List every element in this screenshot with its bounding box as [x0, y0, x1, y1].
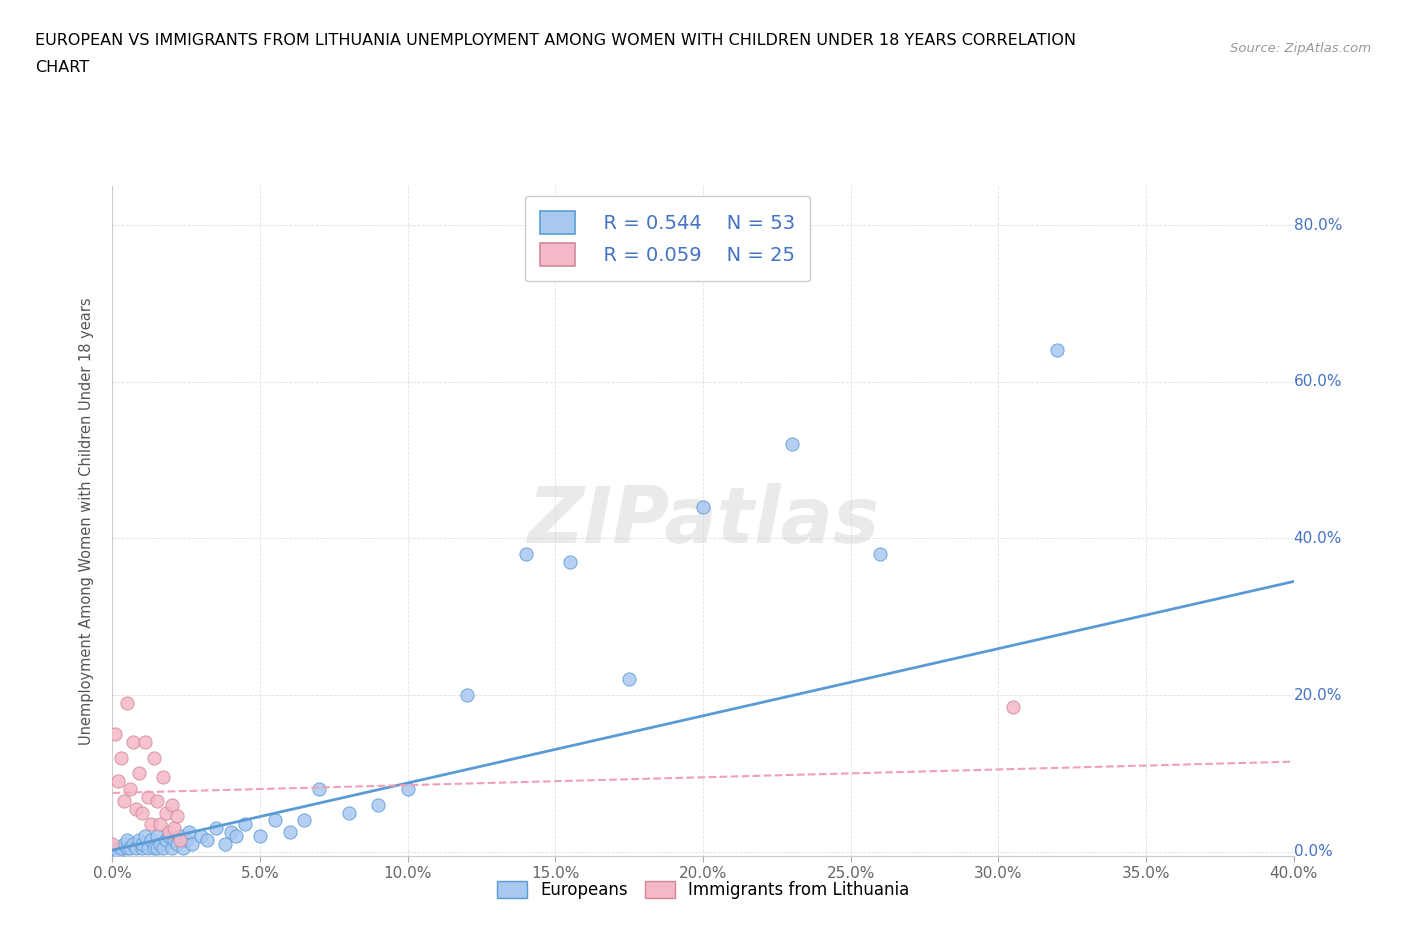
Point	[225, 829, 247, 844]
Point	[278, 825, 301, 840]
Point	[214, 836, 236, 851]
Point	[134, 829, 156, 844]
Point	[142, 841, 165, 856]
Point	[869, 547, 891, 562]
Point	[120, 841, 142, 856]
Point	[101, 836, 124, 851]
Point	[179, 825, 201, 840]
Point	[128, 832, 150, 847]
Point	[195, 832, 218, 847]
Point	[157, 829, 180, 844]
Point	[515, 547, 537, 562]
Text: 80.0%: 80.0%	[1294, 218, 1341, 232]
Point	[174, 832, 197, 847]
Point	[110, 841, 132, 856]
Text: 0.0%: 0.0%	[1294, 844, 1333, 859]
Point	[157, 825, 180, 840]
Point	[308, 781, 330, 796]
Text: 20.0%: 20.0%	[1294, 687, 1341, 702]
Point	[139, 832, 162, 847]
Text: ZIPatlas: ZIPatlas	[527, 483, 879, 559]
Point	[181, 836, 204, 851]
Point	[367, 797, 389, 812]
Point	[219, 825, 242, 840]
Point	[146, 793, 169, 808]
Point	[142, 751, 165, 765]
Point	[160, 841, 183, 856]
Point	[128, 766, 150, 781]
Point	[117, 832, 138, 847]
Point	[1001, 699, 1024, 714]
Point	[264, 813, 287, 828]
Text: 40.0%: 40.0%	[1294, 531, 1341, 546]
Point	[155, 805, 177, 820]
Point	[122, 836, 145, 851]
Point	[149, 817, 172, 831]
Point	[117, 696, 138, 711]
Point	[619, 672, 641, 687]
Point	[558, 554, 582, 569]
Point	[155, 832, 177, 847]
Point	[101, 841, 124, 856]
Point	[292, 813, 315, 828]
Point	[125, 841, 148, 856]
Point	[233, 817, 256, 831]
Point	[396, 781, 419, 796]
Point	[110, 751, 132, 765]
Point	[146, 829, 169, 844]
Y-axis label: Unemployment Among Women with Children Under 18 years: Unemployment Among Women with Children U…	[79, 297, 94, 745]
Point	[125, 801, 148, 816]
Point	[136, 841, 159, 856]
Point	[131, 841, 153, 856]
Point	[190, 829, 212, 844]
Point	[131, 836, 153, 851]
Point	[337, 805, 360, 820]
Point	[166, 809, 188, 824]
Point	[136, 790, 159, 804]
Point	[152, 841, 174, 856]
Point	[131, 805, 153, 820]
Point	[112, 836, 135, 851]
Point	[163, 832, 186, 847]
Point	[104, 726, 127, 741]
Point	[166, 836, 188, 851]
Text: EUROPEAN VS IMMIGRANTS FROM LITHUANIA UNEMPLOYMENT AMONG WOMEN WITH CHILDREN UND: EUROPEAN VS IMMIGRANTS FROM LITHUANIA UN…	[35, 33, 1076, 47]
Point	[456, 687, 478, 702]
Text: 60.0%: 60.0%	[1294, 374, 1341, 390]
Point	[169, 832, 191, 847]
Point	[1046, 343, 1069, 358]
Point	[692, 499, 714, 514]
Point	[780, 437, 803, 452]
Point	[160, 797, 183, 812]
Point	[117, 841, 138, 856]
Legend:   R = 0.544    N = 53,   R = 0.059    N = 25: R = 0.544 N = 53, R = 0.059 N = 25	[524, 195, 810, 282]
Point	[112, 793, 135, 808]
Point	[152, 770, 174, 785]
Point	[172, 841, 194, 856]
Point	[139, 817, 162, 831]
Point	[146, 841, 169, 856]
Point	[205, 821, 228, 836]
Point	[149, 836, 172, 851]
Point	[249, 829, 271, 844]
Point	[169, 829, 191, 844]
Point	[122, 735, 145, 750]
Legend: Europeans, Immigrants from Lithuania: Europeans, Immigrants from Lithuania	[488, 873, 918, 908]
Point	[163, 821, 186, 836]
Text: Source: ZipAtlas.com: Source: ZipAtlas.com	[1230, 42, 1371, 55]
Point	[134, 735, 156, 750]
Point	[107, 844, 129, 859]
Point	[107, 774, 129, 789]
Text: CHART: CHART	[35, 60, 89, 75]
Point	[120, 781, 142, 796]
